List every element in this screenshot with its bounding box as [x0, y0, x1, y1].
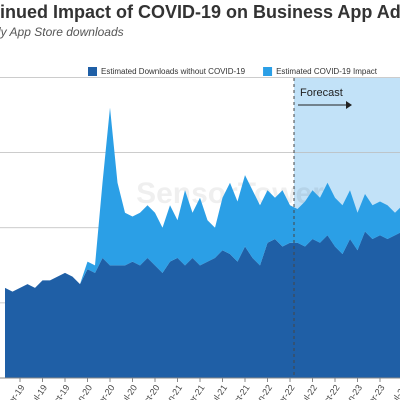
- x-tick-label: Oct-21: [228, 383, 252, 400]
- x-tick-label: Apr-20: [93, 383, 117, 400]
- forecast-label: Forecast: [300, 87, 343, 99]
- chart-title: tinued Impact of COVID-19 on Business Ap…: [0, 2, 400, 22]
- chart-subtitle: ly App Store downloads: [0, 25, 124, 39]
- x-tick-label: Jul-19: [27, 383, 49, 400]
- x-tick-label: Jul-21: [207, 383, 229, 400]
- legend-swatch: [88, 67, 97, 76]
- x-tick-label: Jan-22: [250, 383, 274, 400]
- area-series: [5, 107, 400, 292]
- x-tick-label: Apr-21: [183, 383, 207, 400]
- plot-area: SensorTowerForecastApr-19Jul-19Oct-19Jan…: [0, 67, 400, 400]
- x-tick-label: Oct-22: [318, 383, 342, 400]
- forecast-arrow-head: [346, 101, 352, 109]
- x-tick-label: Oct-20: [138, 383, 162, 400]
- x-tick-label: Jan-23: [340, 383, 364, 400]
- x-tick-label: Jul-22: [297, 383, 319, 400]
- legend-label: Estimated COVID-19 Impact: [276, 67, 378, 76]
- x-tick-label: Jan-21: [160, 383, 184, 400]
- x-tick-label: Jan-20: [70, 383, 94, 400]
- x-tick-label: Jul-20: [117, 383, 139, 400]
- legend-label: Estimated Downloads without COVID-19: [101, 67, 246, 76]
- legend-swatch: [263, 67, 273, 76]
- x-tick-label: Apr-19: [3, 383, 27, 400]
- x-tick-label: Jul-23: [387, 383, 400, 400]
- x-tick-label: Oct-19: [48, 383, 72, 400]
- x-tick-label: Apr-22: [273, 383, 297, 400]
- area-series: [5, 231, 400, 378]
- x-tick-label: Apr-23: [363, 383, 387, 400]
